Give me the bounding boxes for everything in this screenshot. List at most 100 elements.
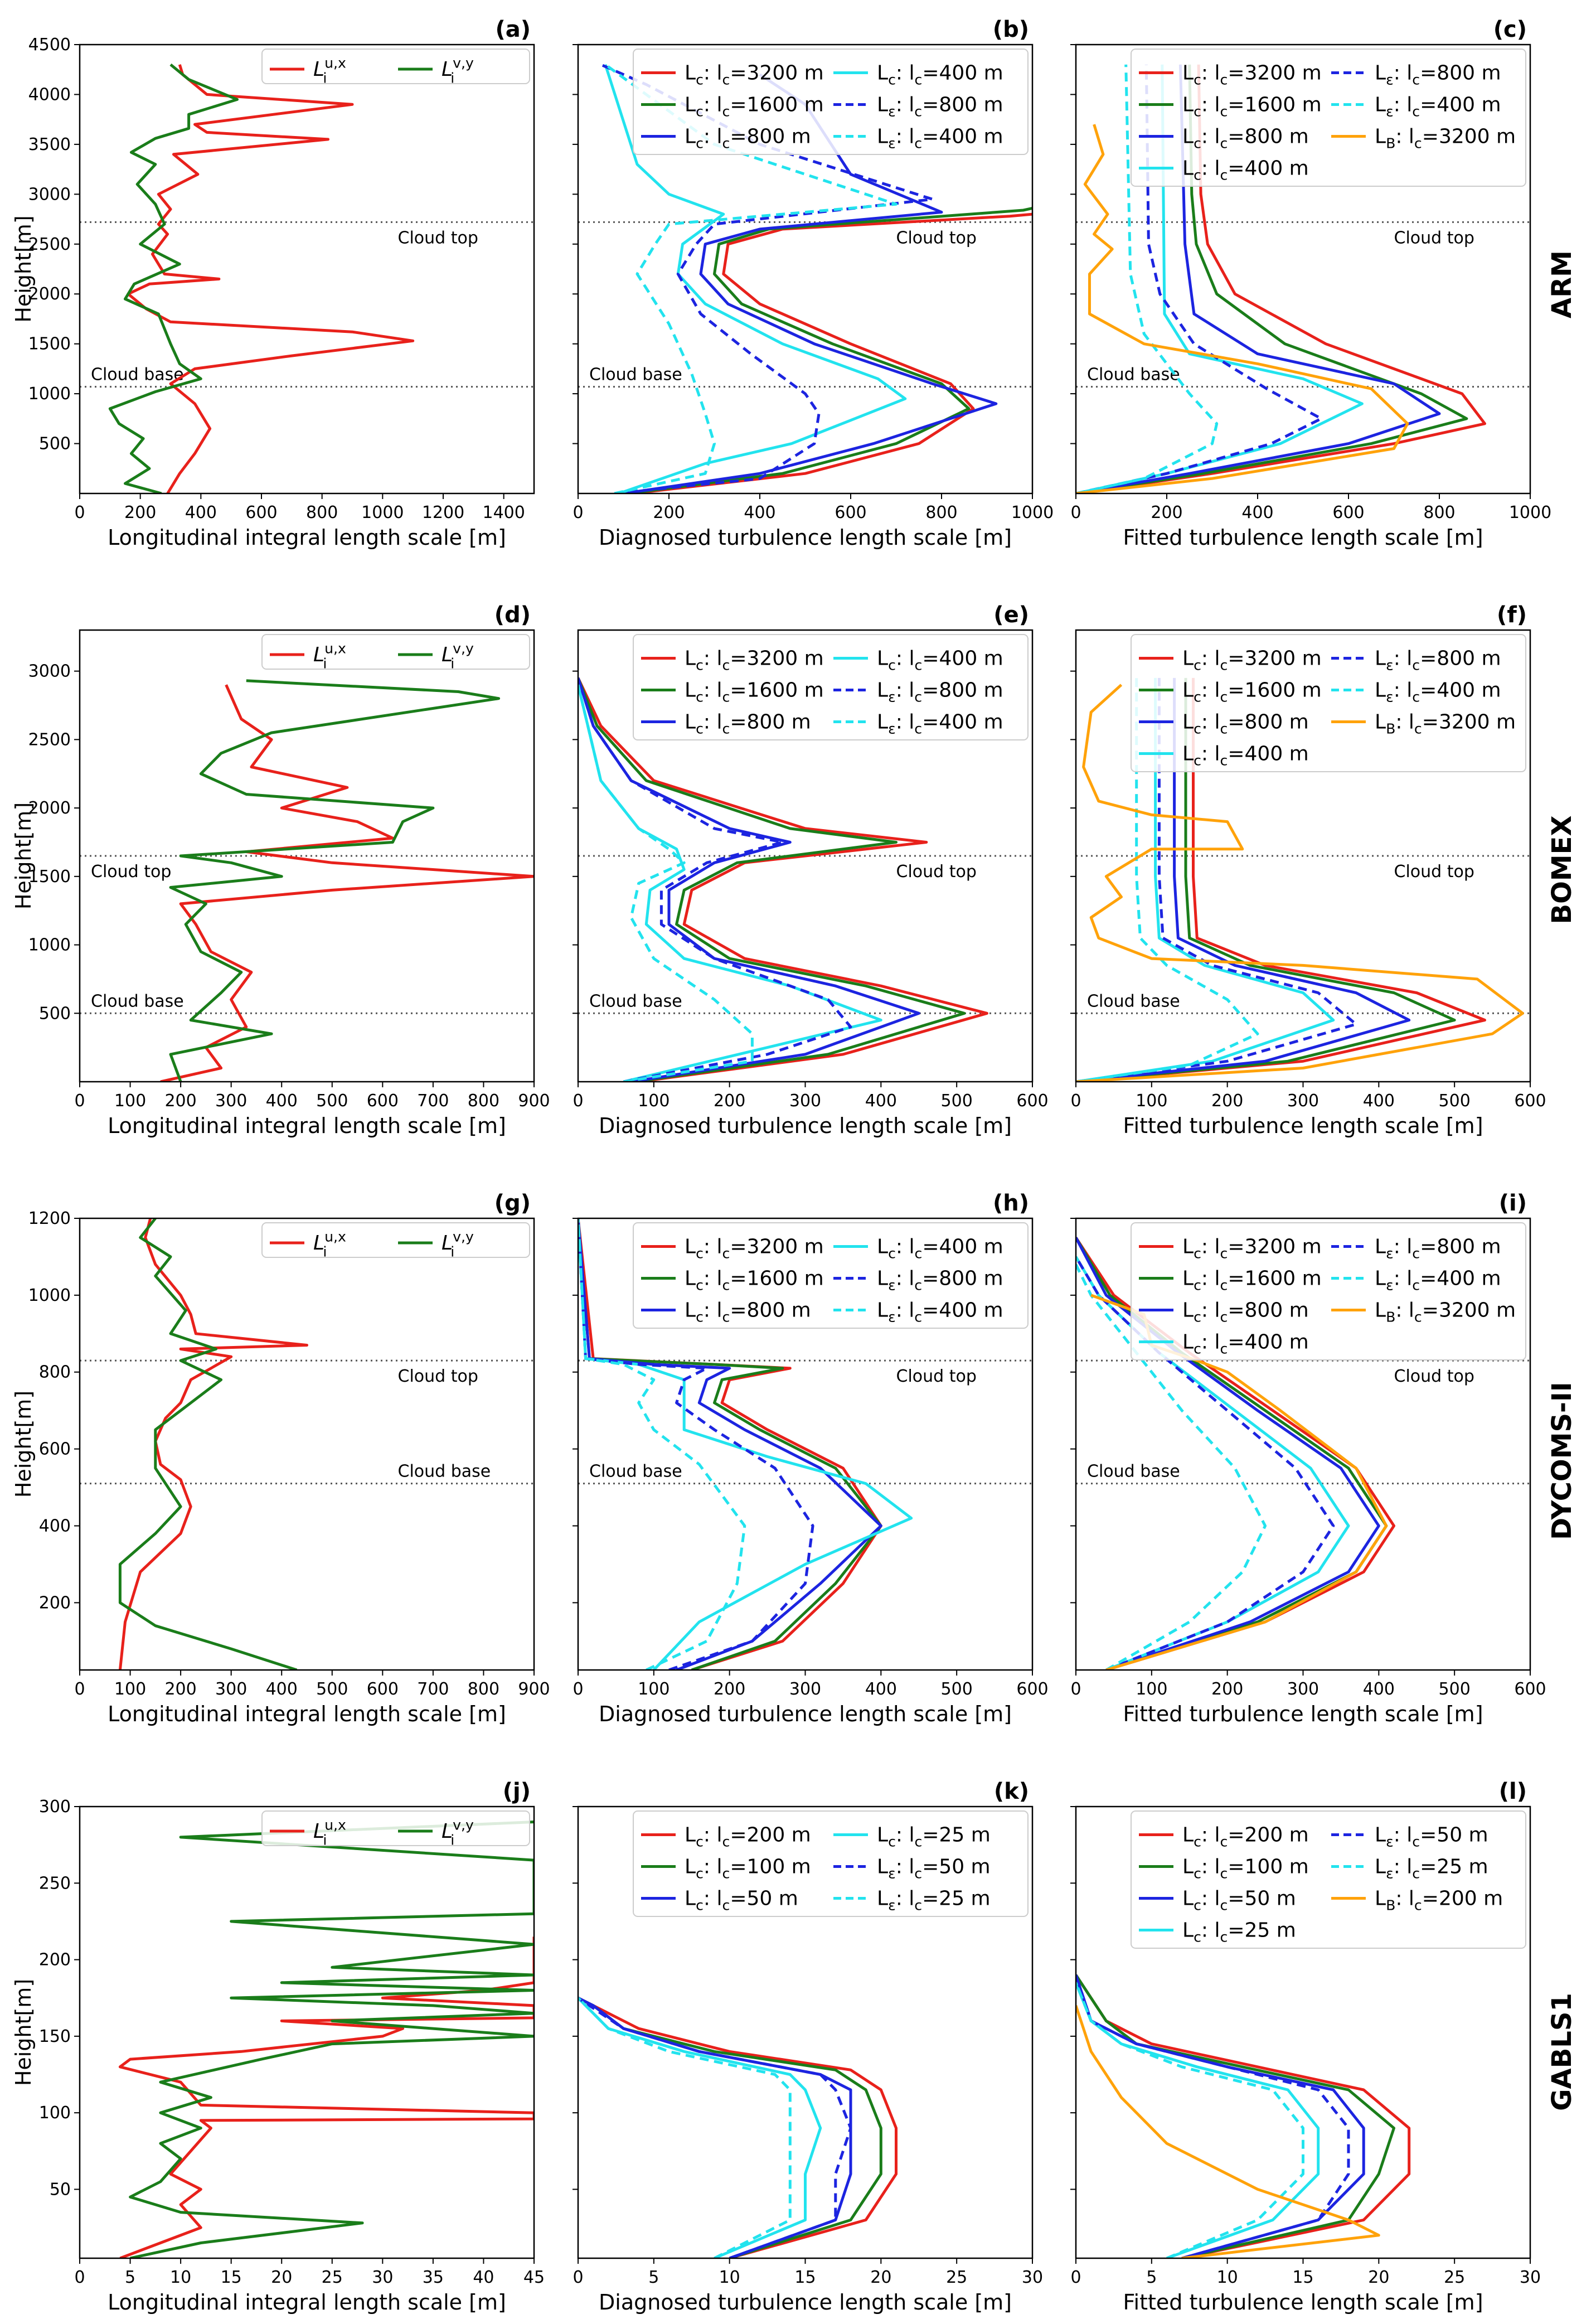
x-tick-label: 300 bbox=[789, 1091, 821, 1111]
legend: Lc: lc=3200 m Lc: lc=1600 m Lc: lc=800 m Lc… bbox=[1131, 49, 1526, 187]
x-tick-label: 10 bbox=[719, 2268, 740, 2287]
legend-label: Lc: lc=400 m bbox=[1182, 157, 1309, 183]
series-line bbox=[578, 1218, 746, 1670]
x-tick-label: 800 bbox=[468, 1091, 499, 1111]
legend-label: Lε: lc=50 m bbox=[1375, 1824, 1488, 1850]
x-tick-label: 300 bbox=[1287, 1679, 1319, 1699]
x-axis-label: Diagnosed turbulence length scale [m] bbox=[599, 1113, 1012, 1138]
cloud-top-label: Cloud top bbox=[398, 1367, 478, 1386]
x-tick-label: 1000 bbox=[1011, 503, 1054, 522]
axes-frame bbox=[79, 629, 535, 1083]
x-tick-label: 500 bbox=[941, 1091, 973, 1111]
x-tick-label: 200 bbox=[1151, 503, 1182, 522]
legend-label: Lc: lc=100 m bbox=[1182, 1856, 1309, 1882]
legend-label: Lc: lc=50 m bbox=[685, 1887, 798, 1914]
series-line bbox=[108, 63, 239, 493]
panel-letter: (b) bbox=[993, 17, 1029, 42]
legend-label: Lc: lc=400 m bbox=[877, 647, 1003, 674]
series-line bbox=[1076, 1974, 1350, 2258]
x-axis-label: Fitted turbulence length scale [m] bbox=[1123, 2290, 1483, 2315]
cloud-base-label: Cloud base bbox=[1087, 1462, 1180, 1482]
series-line bbox=[1076, 64, 1468, 493]
series-line bbox=[1076, 2005, 1380, 2258]
legend-label: Lc: lc=400 m bbox=[1182, 1331, 1309, 1357]
series-line bbox=[1076, 124, 1409, 493]
axes-frame bbox=[577, 43, 1034, 495]
x-axis-label: Fitted turbulence length scale [m] bbox=[1123, 1702, 1483, 1726]
legend-label: Lc: lc=200 m bbox=[1182, 1824, 1309, 1850]
x-axis-label: Longitudinal integral length scale [m] bbox=[108, 525, 506, 550]
panel-a: Cloud top Cloud base 0 200 400 600 800 1000 1200… bbox=[11, 17, 535, 550]
series-line bbox=[1076, 677, 1259, 1082]
series-line bbox=[1076, 64, 1323, 493]
series-line bbox=[578, 1997, 822, 2258]
series-group bbox=[160, 679, 534, 1082]
series-line bbox=[1076, 1263, 1267, 1670]
y-tick-label: 3000 bbox=[28, 185, 71, 204]
legend-label: Lε: lc=800 m bbox=[1375, 62, 1501, 88]
series-group bbox=[578, 677, 988, 1082]
x-tick-label: 100 bbox=[1136, 1679, 1167, 1699]
x-tick-label: 400 bbox=[185, 503, 217, 522]
x-tick-label: 500 bbox=[316, 1679, 348, 1699]
x-tick-label: 5 bbox=[648, 2268, 659, 2287]
panel-letter: (a) bbox=[495, 17, 531, 42]
series-line bbox=[628, 206, 1032, 493]
x-tick-label: 200 bbox=[714, 1679, 745, 1699]
x-tick-label: 500 bbox=[1439, 1091, 1471, 1111]
legend-label: Lc: lc=800 m bbox=[1182, 125, 1309, 152]
legend-label: Lc: lc=3200 m bbox=[1182, 1236, 1322, 1262]
row-label-dycoms: DYCOMS-II bbox=[1546, 1382, 1578, 1539]
cloud-base-label: Cloud base bbox=[398, 1462, 491, 1482]
legend: Lu,x i Lv,y i bbox=[261, 49, 530, 86]
axes-frame bbox=[79, 1217, 535, 1671]
y-tick-label: 1000 bbox=[28, 936, 71, 955]
y-tick-label: 2500 bbox=[28, 730, 71, 749]
x-tick-label: 25 bbox=[322, 2268, 343, 2287]
y-tick-label: 300 bbox=[39, 1797, 71, 1817]
x-tick-label: 800 bbox=[1423, 503, 1455, 522]
x-tick-label: 30 bbox=[1022, 2268, 1043, 2287]
panel-letter: (i) bbox=[1499, 1190, 1527, 1216]
legend-label: Lc: lc=200 m bbox=[685, 1824, 811, 1850]
panel-letter: (f) bbox=[1497, 602, 1527, 628]
legend-label: Lu,x i bbox=[313, 1817, 346, 1848]
x-axis-label: Fitted turbulence length scale [m] bbox=[1123, 525, 1483, 550]
legend: Lc: lc=3200 m Lc: lc=1600 m Lc: lc=800 m Lc… bbox=[633, 1222, 1029, 1329]
series-line bbox=[578, 1997, 852, 2258]
cloud-base-label: Cloud base bbox=[91, 365, 184, 385]
x-tick-label: 0 bbox=[573, 1091, 583, 1111]
legend-label: Lε: lc=800 m bbox=[877, 1267, 1003, 1294]
legend-label: Lu,x i bbox=[313, 1229, 346, 1260]
series-group bbox=[118, 1218, 308, 1670]
legend-box bbox=[261, 1810, 530, 1846]
cloud-base-label: Cloud base bbox=[1087, 365, 1180, 385]
panel-letter: (h) bbox=[993, 1190, 1029, 1216]
legend-label: Lc: lc=800 m bbox=[1182, 711, 1309, 737]
cloud-top-label: Cloud top bbox=[896, 1367, 977, 1386]
x-tick-label: 0 bbox=[74, 1091, 85, 1111]
y-tick-label: 2000 bbox=[28, 284, 71, 304]
legend-label: Lc: lc=100 m bbox=[685, 1856, 811, 1882]
y-tick-label: 150 bbox=[39, 2027, 71, 2046]
legend-label: LB: lc=3200 m bbox=[1375, 711, 1516, 737]
x-tick-label: 600 bbox=[1016, 1091, 1048, 1111]
y-axis-label: Height[m] bbox=[11, 1391, 36, 1498]
x-tick-label: 30 bbox=[372, 2268, 393, 2287]
legend-label: Lc: lc=1600 m bbox=[685, 94, 824, 120]
legend-label: Lε: lc=25 m bbox=[1375, 1856, 1488, 1882]
series-line bbox=[604, 64, 907, 493]
panel-letter: (j) bbox=[503, 1779, 531, 1804]
x-tick-label: 100 bbox=[114, 1091, 146, 1111]
x-axis-label: Diagnosed turbulence length scale [m] bbox=[599, 525, 1012, 550]
panel-letter: (c) bbox=[1493, 17, 1527, 42]
x-tick-label: 0 bbox=[573, 503, 583, 522]
legend-label: Lc: lc=1600 m bbox=[1182, 679, 1322, 705]
x-tick-label: 800 bbox=[925, 503, 957, 522]
legend-label: Lε: lc=400 m bbox=[1375, 1267, 1501, 1294]
series-line bbox=[129, 1821, 534, 2258]
y-tick-label: 100 bbox=[39, 2103, 71, 2123]
x-tick-label: 0 bbox=[1070, 1679, 1081, 1699]
x-tick-label: 30 bbox=[1520, 2268, 1541, 2287]
